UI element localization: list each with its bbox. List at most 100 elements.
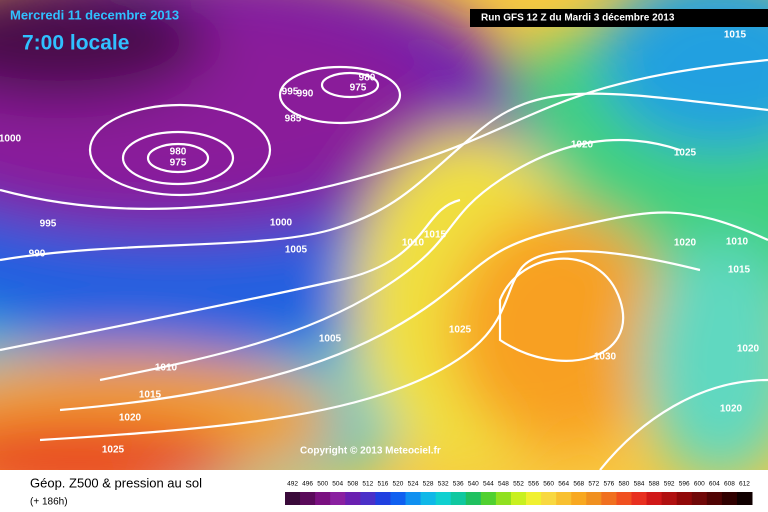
legend-swatch: [345, 492, 361, 505]
map-time: 7:00 locale: [22, 32, 129, 55]
legend-tick-label: 520: [393, 481, 404, 488]
legend-swatch: [465, 492, 482, 505]
legend-tick-label: 572: [588, 481, 599, 488]
legend-swatch: [315, 492, 331, 505]
legend-swatch: [330, 492, 346, 505]
isobar-label: 1010: [726, 237, 749, 248]
run-box: [470, 9, 768, 27]
legend-tick-label: 604: [709, 481, 720, 488]
legend-swatch: [676, 492, 693, 505]
isobar-label: 1010: [155, 363, 178, 374]
legend-swatch: [510, 492, 527, 505]
legend-title: Géop. Z500 & pression au sol: [30, 475, 202, 490]
map-field: [0, 0, 768, 470]
legend-swatch: [526, 492, 542, 505]
copyright: Copyright © 2013 Meteociel.fr: [300, 446, 441, 457]
legend-tick-label: 500: [317, 481, 328, 488]
legend-tick-label: 588: [649, 481, 660, 488]
map-date: Mercredi 11 decembre 2013: [10, 7, 179, 22]
isobar-label: 1020: [119, 413, 142, 424]
legend-swatch: [420, 492, 437, 505]
isobar-label: 1015: [724, 30, 747, 41]
legend-tick-label: 564: [558, 481, 569, 488]
legend-swatch: [450, 492, 467, 505]
legend-tick-label: 596: [679, 481, 690, 488]
legend-swatch: [721, 492, 738, 505]
legend-swatch: [661, 492, 678, 505]
legend-tick-label: 600: [694, 481, 705, 488]
legend-swatch: [631, 492, 648, 505]
isobar-label: 985: [285, 114, 302, 125]
isobar-label: 995: [282, 87, 299, 98]
legend-swatch: [480, 492, 497, 505]
legend-tick-label: 592: [664, 481, 675, 488]
legend-swatch: [300, 492, 316, 505]
legend-swatch: [375, 492, 391, 505]
legend-tick-label: 552: [513, 481, 524, 488]
legend-tick-label: 512: [362, 481, 373, 488]
isobar-label: 1005: [285, 245, 308, 256]
legend-swatch: [646, 492, 663, 505]
legend-tick-label: 532: [438, 481, 449, 488]
isobar-label: 1010: [402, 238, 425, 249]
legend-tick-label: 544: [483, 481, 494, 488]
legend-tick-label: 536: [453, 481, 464, 488]
isobar-label: 975: [170, 158, 187, 169]
isobar-label: 975: [350, 83, 367, 94]
legend-swatch: [435, 492, 452, 505]
legend-tick-label: 516: [377, 481, 388, 488]
isobar-label: 1020: [571, 140, 594, 151]
legend-tick-label: 528: [423, 481, 434, 488]
legend-swatch: [571, 492, 587, 505]
legend-tick-label: 608: [724, 481, 735, 488]
isobar-label: 1015: [139, 390, 162, 401]
isobar-label: 1020: [720, 404, 743, 415]
isobar-label: 1000: [270, 218, 293, 229]
isobar-label: 1000: [0, 134, 22, 145]
legend-swatch: [601, 492, 617, 505]
legend-tick-label: 584: [634, 481, 645, 488]
legend-tick-label: 548: [498, 481, 509, 488]
legend-swatch: [360, 492, 376, 505]
run-info: Run GFS 12 Z du Mardi 3 décembre 2013: [481, 13, 675, 24]
legend-tick-label: 508: [347, 481, 358, 488]
isobar-label: 1025: [449, 325, 472, 336]
legend-swatch: [405, 492, 422, 505]
isobar-label: 980: [170, 147, 187, 158]
isobar-label: 1015: [424, 230, 447, 241]
isobar-label: 995: [40, 219, 57, 230]
legend-tick-label: 568: [573, 481, 584, 488]
isobar-label: 1025: [102, 445, 125, 456]
isobar-label: 1015: [728, 265, 751, 276]
legend-swatch: [285, 492, 301, 505]
legend-tick-label: 496: [302, 481, 313, 488]
isobar-label: 980: [359, 73, 376, 84]
legend-subtitle: (+ 186h): [30, 497, 68, 508]
legend-swatch: [706, 492, 723, 505]
isobar-label: 990: [297, 89, 314, 100]
legend-tick-label: 556: [528, 481, 539, 488]
legend-tick-label: 504: [332, 481, 343, 488]
legend-swatch: [541, 492, 557, 505]
legend-swatch: [495, 492, 512, 505]
legend-tick-label: 524: [408, 481, 419, 488]
isobar-label: 1025: [674, 148, 697, 159]
legend-swatch: [390, 492, 407, 505]
legend-swatch: [556, 492, 572, 505]
isobar-label: 1020: [674, 238, 697, 249]
legend-swatch: [586, 492, 602, 505]
isobar-label: 1005: [319, 334, 342, 345]
legend-tick-label: 580: [619, 481, 630, 488]
legend-swatch: [616, 492, 632, 505]
isobar-label: 990: [29, 249, 46, 260]
legend-tick-label: 576: [603, 481, 614, 488]
legend-swatch: [691, 492, 708, 505]
legend-tick-label: 492: [287, 481, 298, 488]
legend-swatch: [736, 492, 753, 505]
isobar-label: 1020: [737, 344, 760, 355]
legend-tick-label: 540: [468, 481, 479, 488]
legend-tick-label: 560: [543, 481, 554, 488]
isobar-label: 1030: [594, 352, 617, 363]
legend-tick-label: 612: [739, 481, 750, 488]
